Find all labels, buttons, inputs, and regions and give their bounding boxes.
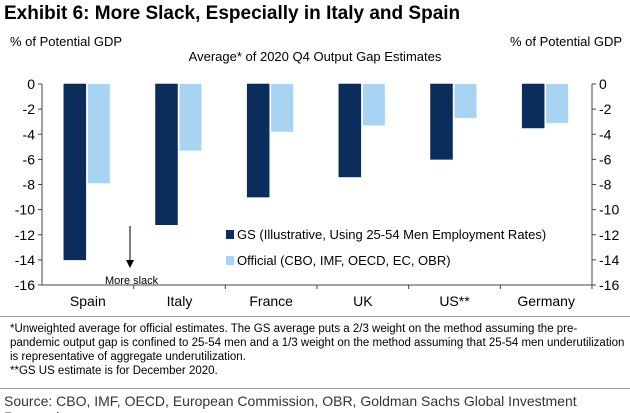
legend-swatch — [226, 256, 234, 265]
bar-official — [546, 84, 569, 123]
footnote-1: *Unweighted average for official estimat… — [10, 323, 625, 363]
y-tick-label: -6 — [23, 151, 36, 167]
y-tick-label-right: 0 — [599, 76, 607, 92]
footnotes: *Unweighted average for official estimat… — [10, 322, 625, 378]
divider — [0, 388, 630, 389]
bar-gs — [430, 83, 453, 160]
y-tick-label-right: -2 — [599, 101, 612, 117]
bar-gs — [338, 83, 362, 178]
y-tick-label: -10 — [15, 202, 35, 218]
x-tick-label: US** — [439, 293, 470, 309]
legend-label: GS (Illustrative, Using 25-54 Men Employ… — [237, 227, 546, 242]
x-tick-label: Italy — [167, 293, 193, 309]
bar-official — [179, 84, 202, 151]
bar-gs — [246, 83, 270, 198]
bar-official — [362, 84, 385, 126]
footnote-2: **GS US estimate is for December 2020. — [10, 365, 218, 377]
arrow-head-icon — [126, 260, 134, 268]
y-tick-label: -2 — [23, 101, 36, 117]
bar-gs — [63, 83, 87, 261]
x-tick-label: UK — [353, 293, 373, 309]
x-tick-label: France — [249, 293, 293, 309]
left-axis-label: % of Potential GDP — [10, 34, 122, 49]
y-tick-label-right: -12 — [599, 227, 619, 243]
x-tick-label: Spain — [70, 293, 106, 309]
y-tick-label-right: -10 — [599, 202, 619, 218]
bar-official — [271, 84, 294, 132]
y-tick-label-right: -16 — [599, 277, 619, 293]
y-tick-label: -16 — [15, 277, 35, 293]
legend-label: Official (CBO, IMF, OECD, EC, OBR) — [237, 253, 451, 268]
source-text: Source: CBO, IMF, OECD, European Commiss… — [4, 393, 577, 413]
bar-chart: 0 0 -2 -2 -4 -4 -6 -6 -8 -8 -10 -10 -12 -12 -14 -14 -16 -… — [15, 76, 620, 309]
y-tick-label: -4 — [23, 126, 36, 142]
x-tick-label: Germany — [517, 293, 575, 309]
y-tick-label-right: -8 — [599, 177, 612, 193]
bar-official — [454, 84, 477, 118]
bar-official — [87, 84, 110, 184]
y-tick-label: 0 — [27, 76, 35, 92]
exhibit-title: Exhibit 6: More Slack, Especially in Ita… — [4, 3, 461, 24]
y-tick-label: -12 — [15, 227, 35, 243]
y-tick-label-right: -6 — [599, 151, 612, 167]
y-tick-label-right: -14 — [599, 252, 619, 268]
divider — [0, 316, 630, 317]
y-tick-label: -14 — [15, 252, 35, 268]
legend-swatch — [226, 230, 234, 239]
bar-gs — [521, 83, 545, 129]
annotation-label: More slack — [105, 275, 159, 287]
chart-title: Average* of 2020 Q4 Output Gap Estimates — [188, 49, 442, 64]
right-axis-label: % of Potential GDP — [510, 34, 622, 49]
bar-gs — [155, 83, 178, 225]
y-tick-label: -8 — [23, 177, 36, 193]
y-tick-label-right: -4 — [599, 126, 612, 142]
